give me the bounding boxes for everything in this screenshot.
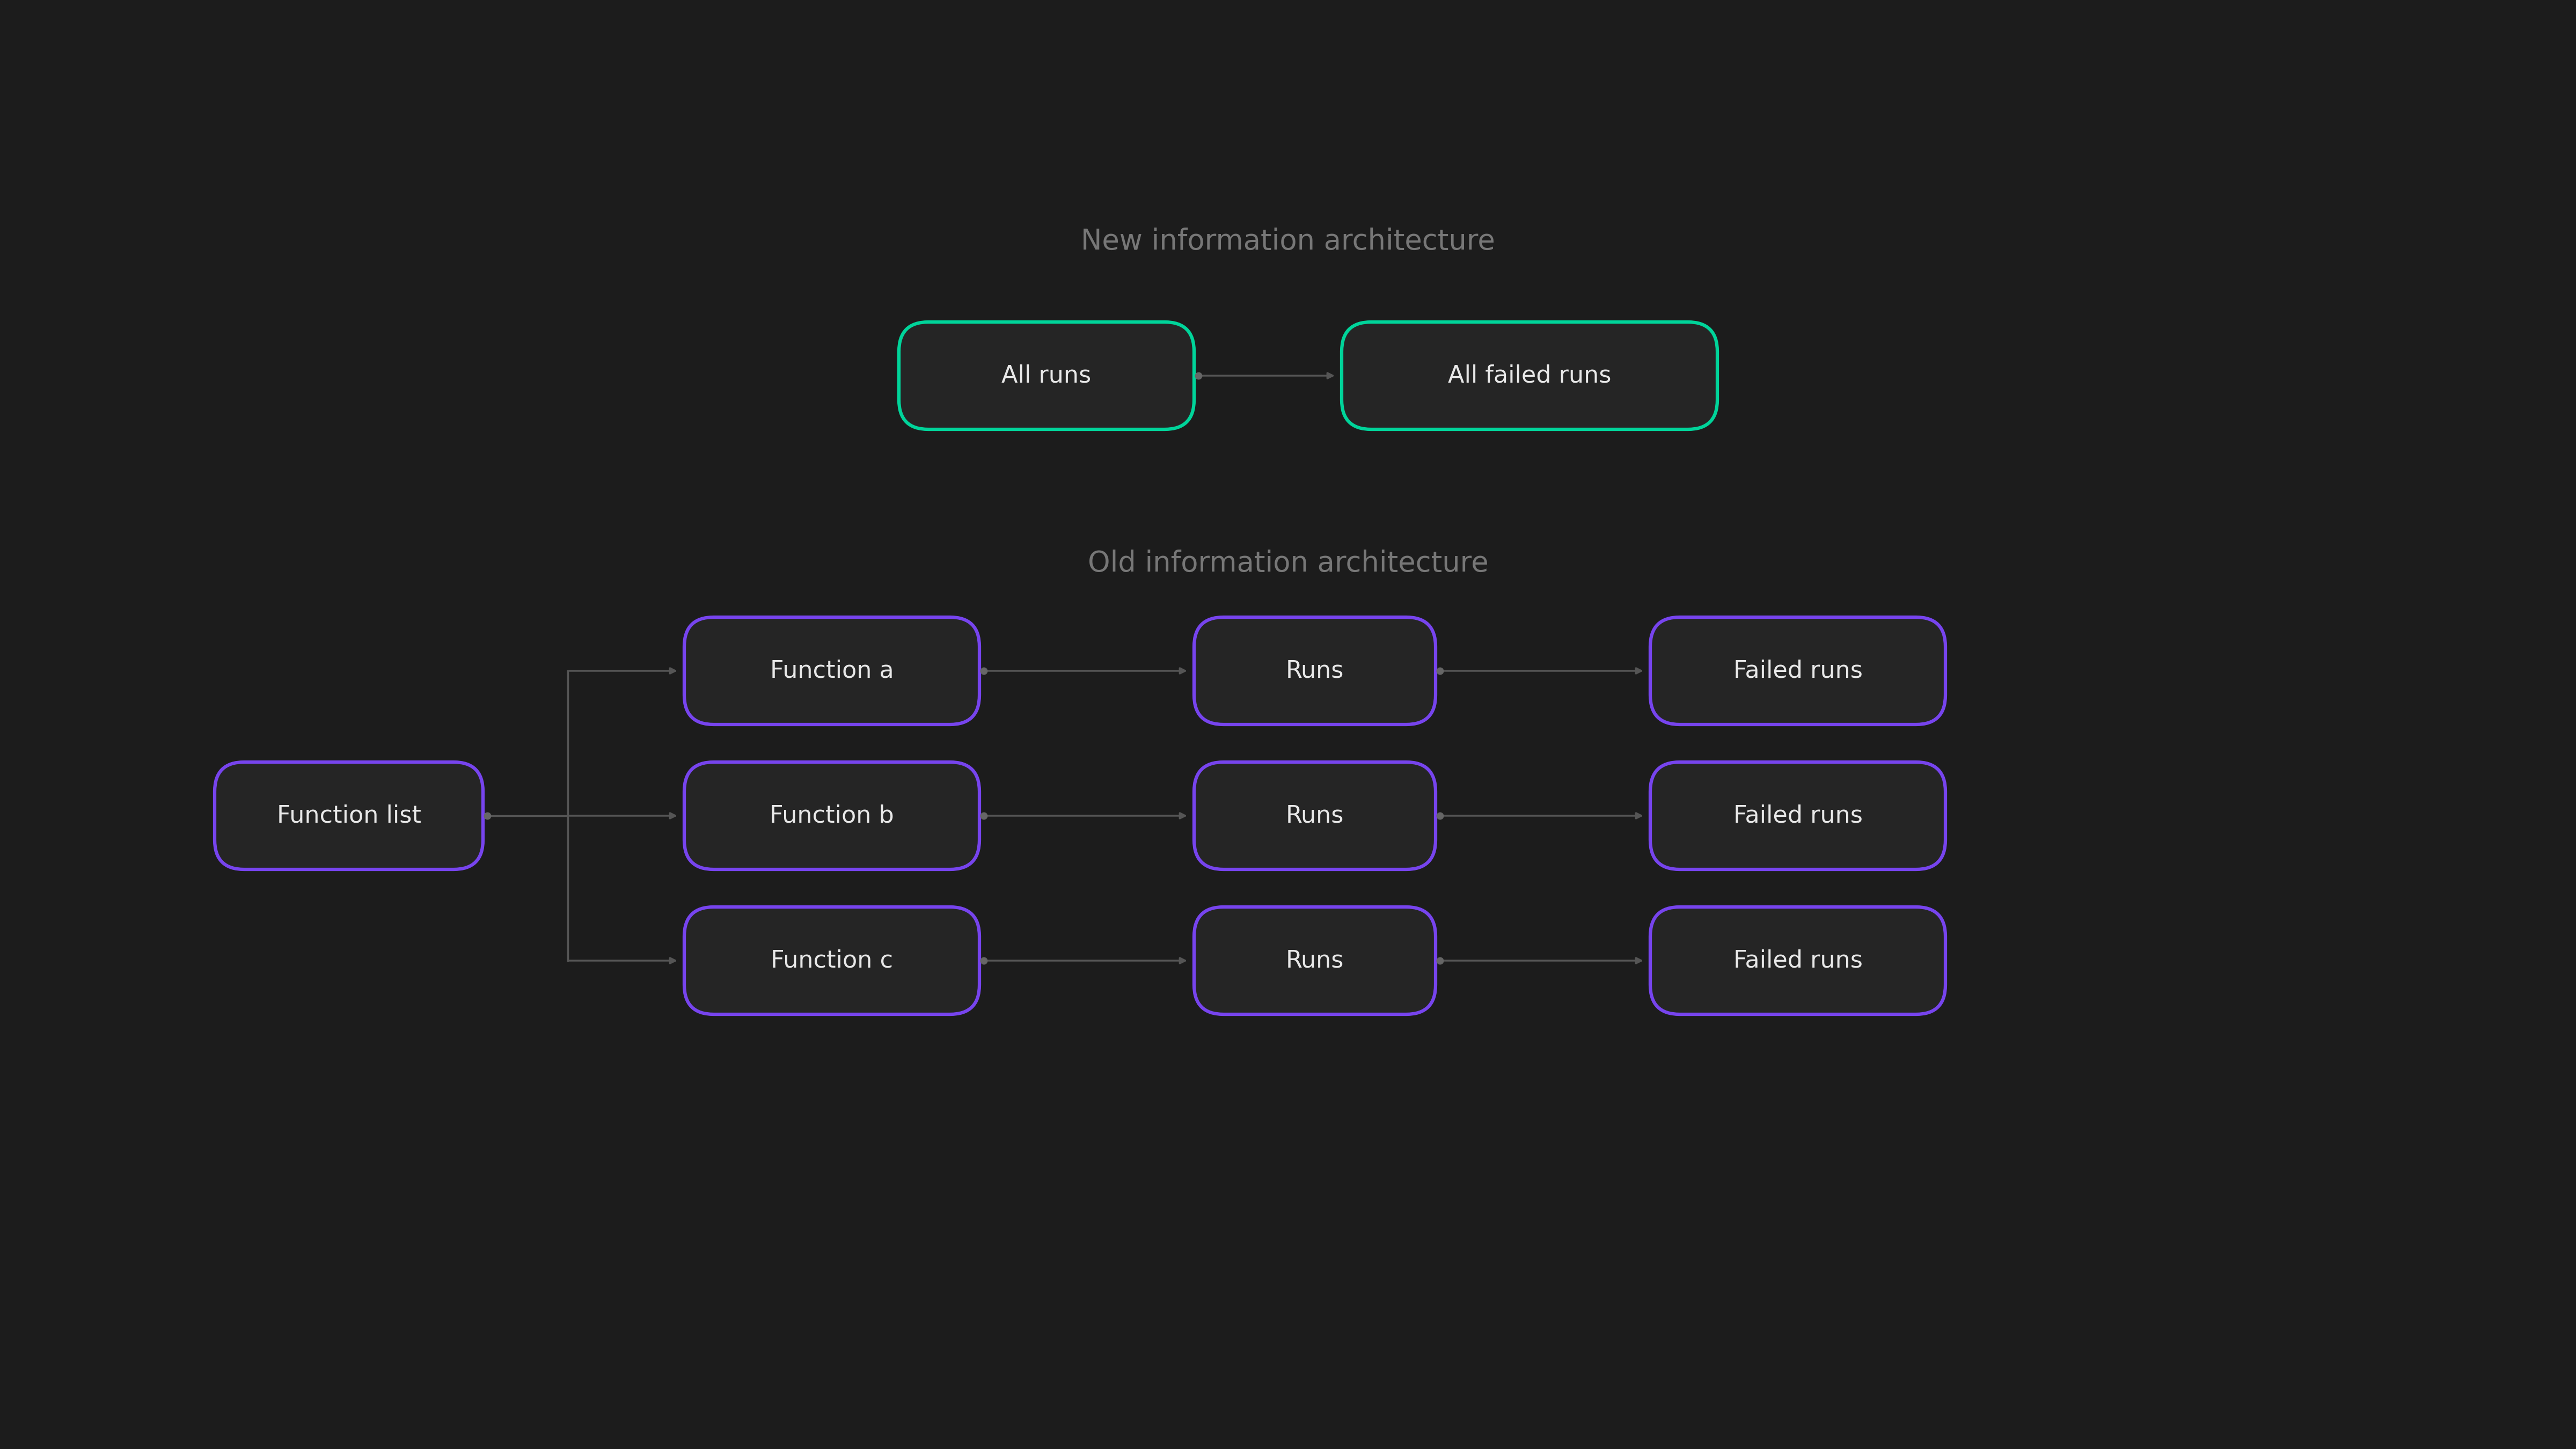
Text: All runs: All runs: [1002, 364, 1092, 387]
FancyBboxPatch shape: [685, 907, 979, 1014]
FancyBboxPatch shape: [899, 322, 1195, 429]
FancyBboxPatch shape: [1651, 617, 1945, 724]
Text: Runs: Runs: [1285, 949, 1345, 972]
FancyBboxPatch shape: [1195, 762, 1435, 869]
FancyBboxPatch shape: [1342, 322, 1718, 429]
FancyBboxPatch shape: [1195, 907, 1435, 1014]
FancyBboxPatch shape: [685, 617, 979, 724]
FancyBboxPatch shape: [1651, 762, 1945, 869]
Text: Function b: Function b: [770, 804, 894, 827]
FancyBboxPatch shape: [214, 762, 484, 869]
Text: Runs: Runs: [1285, 804, 1345, 827]
Text: All failed runs: All failed runs: [1448, 364, 1610, 387]
Text: Failed runs: Failed runs: [1734, 659, 1862, 682]
Text: Old information architecture: Old information architecture: [1087, 549, 1489, 578]
FancyBboxPatch shape: [1651, 907, 1945, 1014]
FancyBboxPatch shape: [685, 762, 979, 869]
FancyBboxPatch shape: [1195, 617, 1435, 724]
Text: New information architecture: New information architecture: [1082, 227, 1494, 255]
Text: Function c: Function c: [770, 949, 894, 972]
Text: Runs: Runs: [1285, 659, 1345, 682]
Text: Function a: Function a: [770, 659, 894, 682]
Text: Failed runs: Failed runs: [1734, 804, 1862, 827]
Text: Failed runs: Failed runs: [1734, 949, 1862, 972]
Text: Function list: Function list: [276, 804, 420, 827]
